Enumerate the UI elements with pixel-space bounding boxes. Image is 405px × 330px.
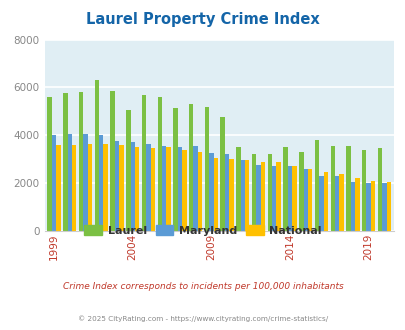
Bar (377, 148, 381, 231)
Bar (252, 154, 256, 231)
Bar (72, 145, 76, 231)
Bar (182, 150, 186, 231)
Bar (173, 108, 177, 231)
Bar (47, 97, 52, 231)
Bar (256, 165, 260, 231)
Bar (166, 147, 171, 231)
Bar (126, 110, 130, 231)
Bar (366, 183, 370, 231)
Bar (220, 117, 224, 231)
Bar (52, 135, 56, 231)
Bar (130, 143, 134, 231)
Bar (229, 159, 233, 231)
Bar (99, 135, 103, 231)
Bar (115, 141, 119, 231)
Bar (276, 162, 280, 231)
Bar (267, 154, 271, 231)
Bar (189, 104, 193, 231)
Bar (354, 178, 359, 231)
Text: © 2025 CityRating.com - https://www.cityrating.com/crime-statistics/: © 2025 CityRating.com - https://www.city… (78, 315, 327, 322)
Bar (119, 145, 123, 231)
Bar (303, 169, 307, 231)
Text: Crime Index corresponds to incidents per 100,000 inhabitants: Crime Index corresponds to incidents per… (62, 282, 343, 291)
Bar (283, 147, 287, 231)
Bar (157, 97, 162, 231)
Bar (339, 174, 343, 231)
Bar (345, 146, 350, 231)
Bar (56, 145, 61, 231)
Bar (213, 158, 217, 231)
Bar (87, 144, 92, 231)
Bar (334, 176, 339, 231)
Bar (79, 92, 83, 231)
Bar (361, 150, 366, 231)
Bar (287, 166, 292, 231)
Bar (177, 147, 182, 231)
Bar (162, 146, 166, 231)
Bar (134, 147, 139, 231)
Bar (236, 147, 240, 231)
Legend: Laurel, Maryland, National: Laurel, Maryland, National (79, 221, 326, 240)
Bar (204, 107, 209, 231)
Bar (224, 154, 229, 231)
Bar (193, 146, 197, 231)
Bar (260, 162, 264, 231)
Bar (307, 169, 311, 231)
Text: Laurel Property Crime Index: Laurel Property Crime Index (86, 12, 319, 26)
Bar (350, 182, 354, 231)
Bar (386, 182, 390, 231)
Bar (323, 172, 327, 231)
Bar (240, 160, 245, 231)
Bar (271, 166, 276, 231)
Bar (245, 160, 249, 231)
Bar (94, 80, 99, 231)
Bar (330, 146, 334, 231)
Bar (298, 152, 303, 231)
Bar (83, 134, 87, 231)
Bar (103, 144, 108, 231)
Bar (381, 183, 386, 231)
Bar (318, 176, 323, 231)
Bar (209, 153, 213, 231)
Bar (150, 148, 155, 231)
Bar (68, 134, 72, 231)
Bar (292, 166, 296, 231)
Bar (370, 181, 374, 231)
Bar (197, 152, 202, 231)
Bar (110, 91, 115, 231)
Bar (141, 95, 146, 231)
Bar (63, 93, 68, 231)
Bar (146, 144, 150, 231)
Bar (314, 140, 318, 231)
